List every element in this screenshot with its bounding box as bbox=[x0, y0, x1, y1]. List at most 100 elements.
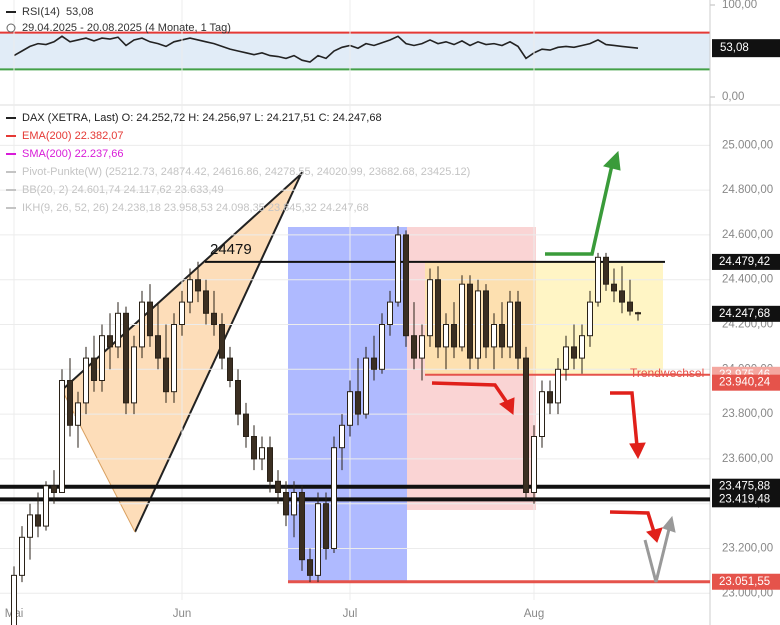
price-tag bbox=[712, 253, 780, 270]
rsi-header: RSI(14) 53,08 29.04.2025 - 20.08.2025 (4… bbox=[6, 6, 231, 34]
candle-body bbox=[139, 301, 145, 348]
arrow-head bbox=[646, 527, 663, 543]
candle-body bbox=[571, 346, 577, 359]
price-tag bbox=[712, 491, 780, 508]
candle-body bbox=[427, 279, 433, 337]
candle-body bbox=[171, 324, 177, 393]
y-tick-label: 24.400,00 bbox=[722, 274, 773, 286]
candle-body bbox=[11, 574, 17, 625]
candle-body bbox=[611, 283, 617, 292]
clock-icon bbox=[6, 23, 16, 33]
arrow-head bbox=[662, 515, 676, 533]
candle-body bbox=[587, 301, 593, 337]
price-tag-label: 24.247,68 bbox=[719, 308, 770, 320]
annotation: Trendwechsel bbox=[630, 366, 704, 380]
x-tick-label: Aug bbox=[524, 608, 544, 620]
candle-body bbox=[51, 485, 57, 493]
candle-body bbox=[195, 279, 201, 292]
candle-body bbox=[467, 283, 473, 359]
candle-body bbox=[43, 485, 49, 527]
candle-body bbox=[403, 234, 409, 337]
candle-body bbox=[531, 435, 537, 493]
candle-body bbox=[579, 335, 585, 359]
candle-body bbox=[315, 503, 321, 576]
y-tick-label: 23.800,00 bbox=[722, 408, 773, 420]
legend-swatch bbox=[6, 171, 16, 173]
legend-swatch bbox=[6, 117, 16, 119]
candle-body bbox=[59, 379, 65, 493]
candle-body bbox=[203, 290, 209, 314]
candle-body bbox=[259, 447, 265, 460]
candle-body bbox=[99, 335, 105, 381]
candle-body bbox=[507, 301, 513, 348]
candle-body bbox=[179, 301, 185, 326]
candle-body bbox=[67, 379, 73, 426]
y-tick-label: 24.600,00 bbox=[722, 229, 773, 241]
price-tag-label: 23.419,48 bbox=[719, 493, 770, 505]
candle-body bbox=[475, 290, 481, 359]
candle-body bbox=[539, 391, 545, 437]
candle-body bbox=[307, 559, 313, 576]
candle-body bbox=[515, 301, 521, 359]
candle-body bbox=[19, 536, 25, 576]
candle-body bbox=[235, 379, 241, 415]
rsi-title: RSI(14) bbox=[22, 6, 60, 18]
candle-body bbox=[219, 324, 225, 359]
wedge-line bbox=[134, 171, 303, 533]
legend-entry: SMA(200) 22.237,66 bbox=[22, 148, 124, 160]
candle-body bbox=[339, 424, 345, 449]
candle-body bbox=[491, 324, 497, 348]
candle-body bbox=[459, 283, 465, 348]
candle-body bbox=[75, 402, 81, 426]
legend-swatch bbox=[6, 153, 16, 155]
legend-swatch bbox=[6, 135, 16, 137]
arrow bbox=[431, 381, 510, 405]
candle-body bbox=[347, 391, 353, 426]
candle-body bbox=[275, 480, 281, 493]
candle-body bbox=[371, 357, 377, 370]
arrow-head bbox=[499, 397, 515, 415]
rsi-band bbox=[0, 32, 710, 70]
candle-body bbox=[163, 357, 169, 393]
price-tag-label: 23.051,55 bbox=[719, 576, 770, 588]
legend-entry: DAX (XETRA, Last) O: 24.252,72 H: 24.256… bbox=[22, 112, 382, 124]
candle-body bbox=[555, 368, 561, 404]
candle-body bbox=[523, 357, 529, 493]
price-tag-label: 23.475,88 bbox=[719, 481, 770, 493]
candle-body bbox=[227, 357, 233, 381]
y-tick-label: 23.600,00 bbox=[722, 453, 773, 465]
candle-body bbox=[619, 290, 625, 303]
y-tick-label: 23.200,00 bbox=[722, 543, 773, 555]
candle-body bbox=[483, 290, 489, 348]
price-tag-label: 24.479,42 bbox=[719, 256, 770, 268]
candle-body bbox=[387, 301, 393, 326]
candle-body bbox=[451, 324, 457, 348]
candle-body bbox=[379, 324, 385, 370]
rsi-range: 29.04.2025 - 20.08.2025 (4 Monate, 1 Tag… bbox=[22, 22, 231, 34]
candle-body bbox=[499, 324, 505, 348]
legend-swatch bbox=[6, 207, 16, 209]
candle-body bbox=[323, 503, 329, 549]
price-tag-label: 53,08 bbox=[720, 42, 749, 54]
candle-body bbox=[187, 279, 193, 303]
annotation: 24479 bbox=[210, 241, 252, 258]
arrow-head bbox=[629, 442, 646, 460]
candle-body bbox=[443, 324, 449, 348]
candle-body bbox=[363, 357, 369, 415]
arrow-head bbox=[603, 150, 621, 171]
y-tick-label: 24.800,00 bbox=[722, 184, 773, 196]
y-tick-label: 0,00 bbox=[722, 91, 744, 103]
candle-body bbox=[267, 447, 273, 482]
legend-entry: IKH(9, 26, 52, 26) 24.238,18 23.958,53 2… bbox=[22, 202, 369, 214]
candle-body bbox=[115, 312, 121, 348]
candle-body bbox=[83, 357, 89, 404]
candle-body bbox=[251, 435, 257, 460]
y-tick-label: 25.000,00 bbox=[722, 139, 773, 151]
candle-body bbox=[299, 491, 305, 561]
candle-body bbox=[595, 256, 601, 303]
candle-body bbox=[27, 514, 33, 538]
price-tag bbox=[712, 305, 780, 322]
legend-entry: Pivot-Punkte(W) (25212.73, 24874.42, 246… bbox=[22, 166, 470, 178]
